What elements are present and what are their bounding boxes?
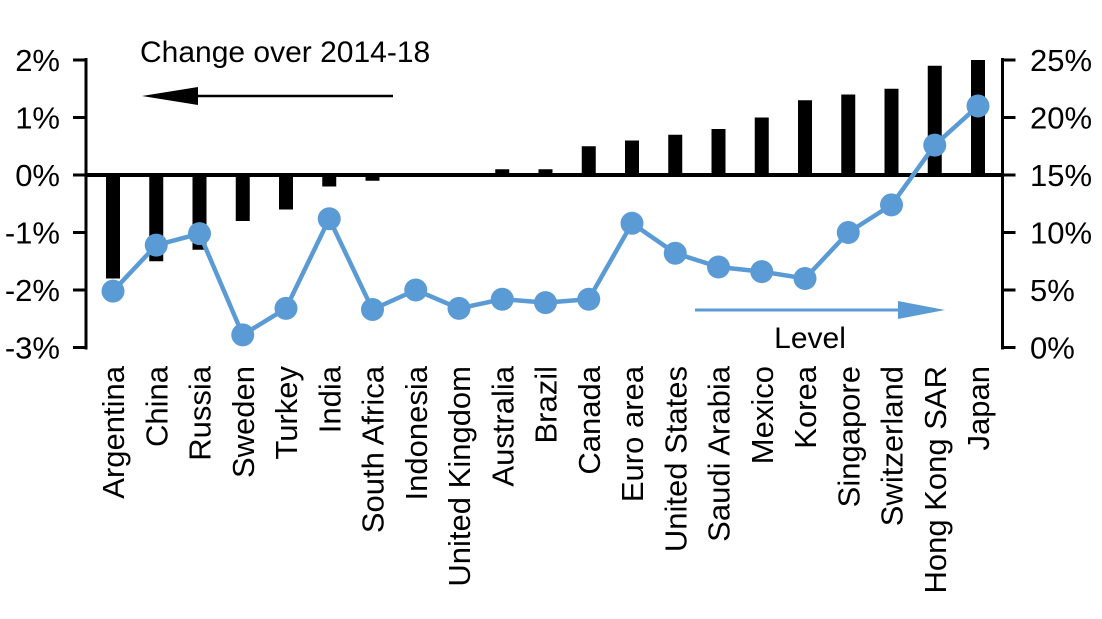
dot-euro-area	[620, 211, 644, 235]
category-label-china: China	[139, 365, 174, 447]
dot-turkey	[274, 296, 298, 320]
left-axis-tick-label: 1%	[15, 101, 60, 136]
dot-indonesia	[404, 278, 428, 302]
category-label-turkey: Turkey	[269, 366, 304, 460]
dot-china	[144, 233, 168, 257]
category-label-sweden: Sweden	[226, 366, 261, 478]
dot-hong-kong-sar	[923, 133, 947, 157]
category-label-australia: Australia	[485, 365, 520, 486]
dot-india	[317, 207, 341, 231]
left-axis-tick-label: -1%	[5, 216, 60, 251]
dot-united-states	[663, 241, 687, 265]
bar-euro-area	[625, 140, 639, 175]
dot-canada	[577, 287, 601, 311]
level-arrow-head-icon	[898, 301, 945, 319]
dot-brazil	[534, 291, 557, 315]
bar-switzerland	[884, 88, 899, 175]
dot-mexico	[750, 260, 774, 284]
left-axis-tick-label: 2%	[15, 43, 60, 78]
right-series-title: Level	[774, 322, 846, 355]
bar-australia	[495, 169, 510, 175]
right-axis-tick-label: 5%	[1030, 273, 1075, 308]
category-label-saudi-arabia: Saudi Arabia	[702, 365, 737, 542]
dot-sweden	[231, 323, 255, 347]
category-label-south-africa: South Africa	[356, 365, 391, 533]
dot-argentina	[101, 279, 125, 303]
category-label-indonesia: Indonesia	[399, 365, 434, 500]
dot-south-africa	[361, 298, 384, 322]
bar-india	[322, 175, 337, 187]
category-label-united-states: United States	[658, 366, 693, 552]
change-arrow-head-icon	[142, 87, 198, 105]
dot-singapore	[836, 221, 860, 244]
right-axis-tick-label: 15%	[1030, 158, 1092, 193]
dot-japan	[966, 94, 990, 118]
bar-hong-kong-sar	[927, 65, 942, 175]
category-label-japan: Japan	[961, 366, 996, 450]
bar-south-africa	[365, 175, 380, 181]
category-label-hong-kong-sar: Hong Kong SAR	[918, 366, 953, 593]
dot-russia	[188, 222, 211, 246]
bar-saudi-arabia	[711, 129, 726, 175]
category-label-mexico: Mexico	[745, 366, 780, 464]
category-label-singapore: Singapore	[831, 366, 866, 507]
dot-united-kingdom	[447, 296, 471, 320]
bar-turkey	[279, 175, 293, 210]
dot-australia	[490, 287, 514, 311]
right-axis-tick-label: 10%	[1030, 216, 1092, 251]
bar-united-states	[668, 134, 683, 175]
bar-mexico	[754, 117, 769, 175]
category-label-india: India	[312, 365, 347, 433]
dot-saudi-arabia	[707, 255, 730, 279]
bar-argentina	[106, 175, 120, 279]
left-axis-tick-label: -3%	[5, 331, 60, 366]
right-axis-tick-label: 20%	[1030, 101, 1092, 136]
bar-korea	[798, 100, 812, 175]
category-label-canada: Canada	[572, 365, 607, 474]
category-label-russia: Russia	[183, 365, 218, 461]
category-label-euro-area: Euro area	[615, 365, 650, 502]
left-series-title: Change over 2014-18	[140, 36, 431, 69]
category-label-argentina: Argentina	[96, 365, 131, 498]
category-label-switzerland: Switzerland	[875, 366, 910, 526]
bar-singapore	[841, 94, 856, 175]
bar-sweden	[235, 175, 250, 221]
left-axis-tick-label: 0%	[15, 158, 60, 193]
category-label-united-kingdom: United Kingdom	[442, 366, 477, 587]
dot-switzerland	[880, 193, 903, 217]
category-label-brazil: Brazil	[529, 366, 564, 444]
bar-canada	[581, 146, 596, 175]
category-label-korea: Korea	[788, 365, 823, 448]
right-axis-tick-label: 0%	[1030, 331, 1075, 366]
dot-korea	[793, 267, 817, 290]
right-axis-tick-label: 25%	[1030, 43, 1092, 78]
bar-brazil	[538, 169, 553, 175]
left-axis-tick-label: -2%	[5, 273, 60, 308]
